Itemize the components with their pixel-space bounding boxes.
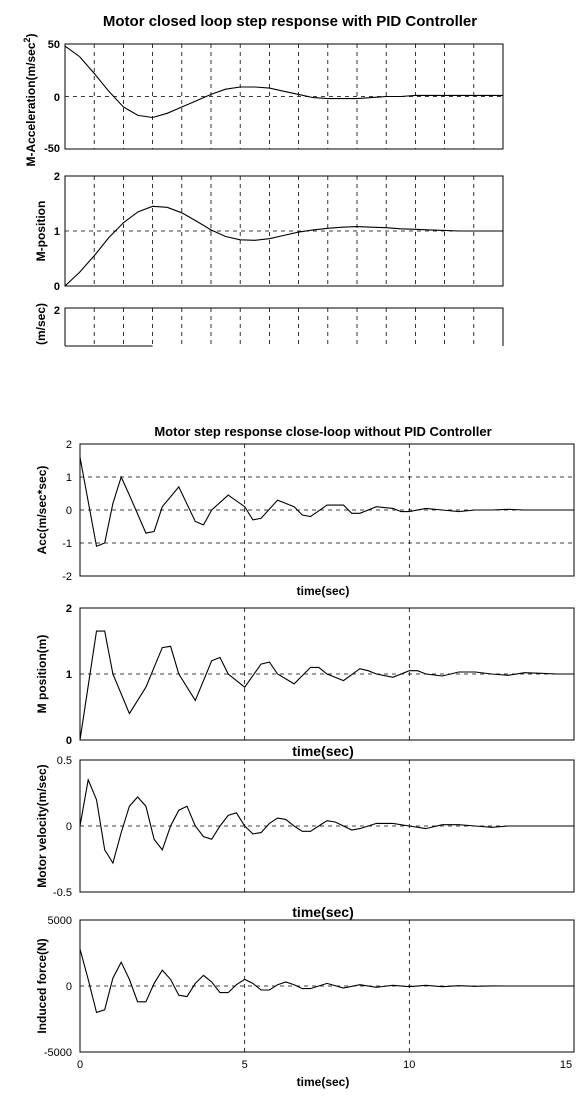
chart2-position-series-line bbox=[79, 630, 574, 741]
y-tick-label: 2 bbox=[54, 305, 60, 317]
chart1-acceleration-series-line bbox=[64, 45, 503, 119]
chart1-velocity-panel-clipped: 2 (m/sec) bbox=[34, 303, 504, 347]
y-axis-label-superscript: 2 bbox=[22, 37, 32, 42]
chart2-force-panel: 5000 0 -5000 Induced force(N) 0 5 10 15 … bbox=[35, 915, 575, 1089]
x-axis-label: time(sec) bbox=[297, 1075, 350, 1089]
x-tick-label: 0 bbox=[77, 1059, 83, 1071]
y-tick-label: 2 bbox=[66, 603, 72, 615]
x-axis-label: time(sec) bbox=[292, 904, 353, 920]
y-tick-label: 0 bbox=[54, 281, 60, 293]
y-tick-label: -5000 bbox=[44, 1047, 72, 1059]
x-axis-label: time(sec) bbox=[292, 743, 353, 759]
chart2-force-series-line bbox=[79, 948, 574, 1014]
chart1-title: Motor closed loop step response with PID… bbox=[103, 13, 477, 30]
y-tick-label: 1 bbox=[54, 226, 60, 238]
x-tick-label: 15 bbox=[560, 1059, 572, 1071]
y-axis-label: Induced force(N) bbox=[35, 938, 49, 1033]
y-tick-label: -50 bbox=[44, 143, 60, 155]
y-tick-label: 0.5 bbox=[57, 755, 72, 767]
chart2-title: Motor step response close-loop without P… bbox=[154, 424, 491, 439]
y-tick-label: 0 bbox=[66, 505, 72, 517]
plot-frame bbox=[64, 307, 504, 346]
y-tick-label: 50 bbox=[48, 39, 60, 51]
chart2-acceleration-panel: 2 1 0 -1 -2 Acc(m/sec*sec) time(sec) bbox=[35, 439, 575, 598]
chart2-velocity-series-line bbox=[79, 777, 574, 865]
y-axis-label: M-position bbox=[34, 201, 48, 262]
y-axis-label: Motor velocity(m/sec) bbox=[35, 764, 49, 887]
y-tick-label: -1 bbox=[62, 538, 72, 550]
y-axis-label: M position(m) bbox=[35, 635, 49, 714]
chart1-position-series-line bbox=[64, 205, 503, 287]
chart2-position-panel: 2 1 0 M position(m) time(sec) bbox=[35, 603, 575, 759]
y-tick-label: -2 bbox=[62, 571, 72, 583]
chart1-acceleration-panel: 50 0 -50 M-Acceleration(m/sec2) bbox=[22, 33, 504, 167]
x-tick-label: 5 bbox=[242, 1059, 248, 1071]
y-axis-label-close: ) bbox=[24, 33, 38, 37]
y-axis-label: (m/sec) bbox=[34, 303, 48, 345]
y-tick-label: 0 bbox=[54, 92, 60, 104]
chart1-position-panel: 2 1 0 M-position bbox=[34, 171, 504, 293]
y-tick-label: 0 bbox=[66, 981, 72, 993]
y-tick-label: 0 bbox=[66, 821, 72, 833]
y-tick-label: 1 bbox=[66, 669, 72, 681]
chart2-acceleration-series-line bbox=[79, 457, 574, 548]
y-tick-label: 5000 bbox=[48, 915, 72, 927]
y-tick-label: 0 bbox=[66, 735, 72, 747]
y-tick-label: 1 bbox=[66, 472, 72, 484]
y-tick-label: 2 bbox=[66, 439, 72, 451]
y-axis-label: M-Acceleration(m/sec2) bbox=[22, 33, 38, 166]
x-axis-label: time(sec) bbox=[297, 584, 350, 598]
y-axis-label-text: M-Acceleration(m/sec bbox=[24, 42, 38, 166]
y-axis-label: Acc(m/sec*sec) bbox=[35, 466, 49, 555]
y-tick-label: 2 bbox=[54, 171, 60, 183]
chart2-velocity-panel: 0.5 0 -0.5 Motor velocity(m/sec) time(se… bbox=[35, 755, 575, 920]
y-tick-label: -0.5 bbox=[53, 887, 72, 899]
x-tick-label: 10 bbox=[403, 1059, 415, 1071]
